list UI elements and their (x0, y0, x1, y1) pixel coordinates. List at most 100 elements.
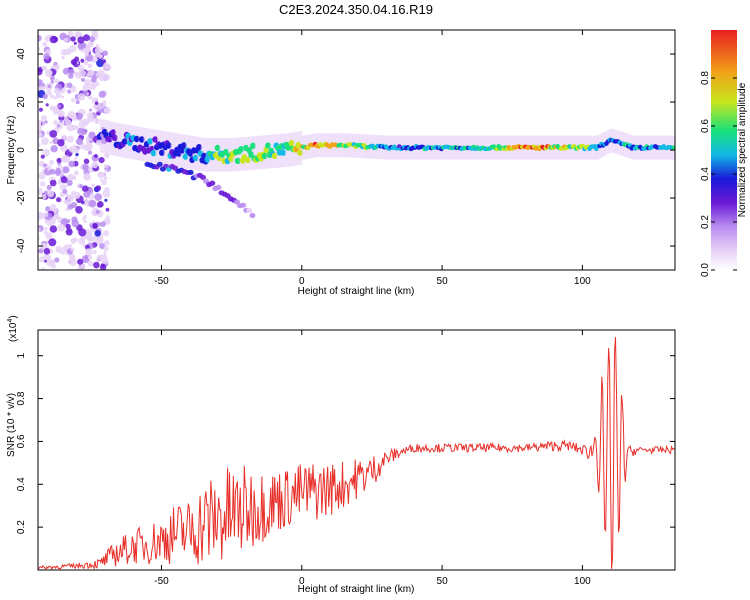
noise-blob (96, 254, 103, 261)
noise-blob (78, 120, 87, 129)
ridge-halo (168, 132, 171, 166)
snr-multiplier-base: (x10 (8, 322, 19, 342)
ridge-point (214, 144, 221, 152)
noise-blob (84, 79, 92, 86)
noise-blob (44, 227, 48, 231)
noise-blob (55, 246, 62, 253)
colorbar-tick-label: 0.6 (700, 119, 711, 133)
branch-point (215, 184, 222, 190)
noise-blob (68, 195, 73, 200)
noise-blob (56, 197, 61, 203)
noise-blob (47, 190, 55, 198)
noise-blob (45, 103, 49, 107)
ridge-halo (246, 136, 249, 171)
noise-blob (98, 90, 106, 98)
noise-blob (65, 193, 69, 196)
noise-blob (46, 89, 52, 96)
noise-blob (68, 146, 76, 153)
noise-blob (50, 80, 55, 84)
ridge-halo (254, 136, 257, 170)
noise-blob (80, 58, 85, 63)
noise-blob (65, 119, 72, 126)
noise-blob (56, 157, 62, 163)
noise-blob (83, 60, 89, 66)
noise-blob (45, 232, 53, 240)
snr-multiplier-close: ) (8, 315, 19, 318)
noise-blob (62, 67, 70, 75)
noise-blob (92, 222, 98, 228)
noise-blob (83, 220, 87, 224)
noise-blob (60, 176, 68, 184)
noise-blob (75, 152, 79, 157)
noise-blob (66, 219, 71, 223)
noise-blob (94, 230, 101, 237)
ridge-halo (256, 135, 259, 170)
noise-blob (87, 69, 95, 77)
noise-blob (89, 108, 93, 112)
noise-blob (43, 53, 50, 60)
spectrogram-heatmap (38, 30, 675, 270)
noise-blob (102, 72, 107, 77)
noise-blob (38, 79, 43, 85)
noise-blob (65, 223, 71, 230)
noise-blob (93, 104, 98, 110)
noise-blob (89, 36, 96, 43)
noise-blob (46, 69, 53, 76)
noise-blob (55, 167, 61, 174)
noise-blob (75, 112, 83, 120)
noise-blob (49, 141, 53, 145)
noise-blob (99, 243, 106, 250)
noise-blob (54, 88, 61, 95)
snr-frame (37, 329, 676, 571)
noise-blob (61, 56, 65, 60)
noise-blob (47, 167, 51, 171)
ridge-point (288, 139, 295, 147)
noise-blob (97, 102, 105, 110)
noise-blob (38, 187, 44, 195)
ridge-halo (244, 136, 247, 171)
ridge-halo (135, 126, 138, 160)
noise-blob (67, 30, 74, 37)
noise-blob (94, 81, 100, 87)
spectrogram-ytick-label: 20 (16, 96, 27, 108)
snr-ytick-label: 0.4 (16, 477, 27, 491)
noise-blob (94, 193, 102, 201)
noise-blob (77, 258, 84, 265)
noise-blob (50, 145, 58, 153)
spectrogram-x-label: Height of straight line (km) (298, 286, 415, 297)
ridge-point (261, 152, 268, 160)
ridge-point (147, 138, 154, 145)
noise-blob (38, 34, 42, 42)
branch-point (234, 199, 240, 205)
noise-blob (102, 50, 109, 56)
noise-blob (83, 173, 91, 181)
snr-series-line (38, 337, 675, 570)
noise-blob (38, 142, 41, 148)
noise-blob (43, 212, 49, 217)
ridge-point (110, 129, 117, 136)
snr-ytick-label: 0.8 (16, 391, 27, 405)
noise-blob (50, 94, 55, 99)
noise-blob (81, 185, 89, 192)
ridge-halo (138, 126, 141, 161)
ridge-halo (259, 135, 262, 170)
snr-y-label: SNR (10 * v/v) (6, 393, 17, 457)
noise-blob (90, 76, 97, 83)
noise-blob (105, 207, 110, 212)
noise-blob (38, 248, 44, 254)
noise-blob (59, 119, 63, 124)
noise-blob (101, 257, 109, 265)
noise-blob (103, 246, 109, 251)
noise-blob (57, 104, 62, 108)
noise-blob (77, 36, 85, 44)
noise-blob (101, 179, 107, 186)
noise-blob (48, 238, 57, 247)
noise-blob (41, 65, 46, 71)
noise-blob (91, 30, 98, 36)
noise-blob (103, 230, 110, 237)
noise-blob (46, 184, 52, 191)
ridge-point (192, 154, 199, 162)
snr-panel: -50 0 50 100 0.2 0.4 0.6 0.8 1 Height of straig… (6, 315, 676, 595)
ridge-halo (242, 137, 246, 171)
noise-blob (75, 206, 83, 214)
